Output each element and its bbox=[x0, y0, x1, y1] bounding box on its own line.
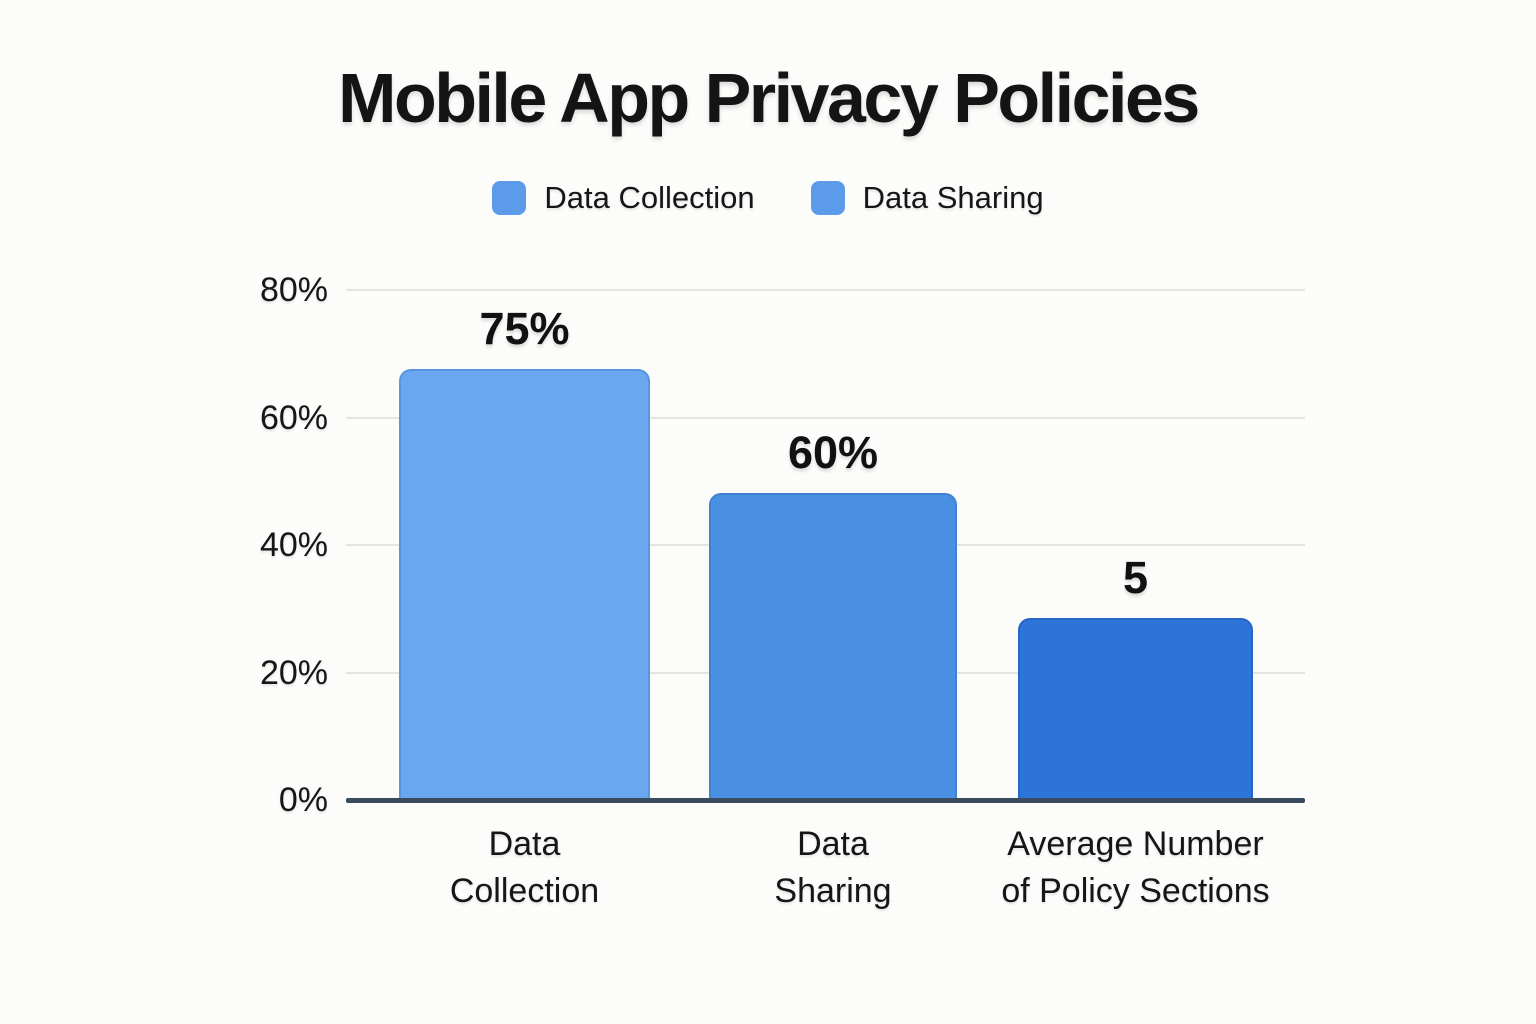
gridline-80 bbox=[346, 289, 1305, 291]
bar-value-label-0: 75% bbox=[479, 303, 570, 355]
x-category-label-line: Collection bbox=[449, 872, 600, 910]
x-category-label-0: Data Collection bbox=[325, 821, 725, 915]
legend-label: Data Collection bbox=[544, 180, 755, 215]
bar-value-label-1: 60% bbox=[787, 426, 879, 478]
x-category-label-line: Data bbox=[797, 825, 869, 863]
x-category-label-line: of Policy Sections bbox=[1001, 872, 1270, 910]
bar-value-label-2: 5 bbox=[1122, 552, 1149, 604]
y-tick-label-60: 60% bbox=[259, 398, 328, 437]
x-category-label-line: Average Number bbox=[1007, 825, 1264, 863]
y-tick-label-0: 0% bbox=[278, 781, 328, 819]
gridline-60 bbox=[346, 416, 1305, 419]
legend-swatch-icon bbox=[492, 181, 527, 215]
legend-label: Data Sharing bbox=[862, 180, 1044, 215]
legend-swatch-icon bbox=[810, 181, 845, 215]
x-category-label-2: Average Number of Policy Sections bbox=[936, 821, 1336, 915]
chart-title: Mobile App Privacy Policies bbox=[338, 59, 1200, 137]
bar-2 bbox=[1018, 618, 1253, 800]
x-category-label-line: Data bbox=[488, 825, 561, 863]
x-category-label-line: Sharing bbox=[774, 872, 892, 910]
y-tick-label-40: 40% bbox=[259, 526, 328, 564]
y-tick-label-80: 80% bbox=[259, 271, 328, 309]
bar-1 bbox=[709, 492, 957, 800]
bar-0 bbox=[399, 369, 650, 800]
legend-item-data-collection: Data Collection bbox=[492, 180, 755, 216]
y-tick-label-20: 20% bbox=[259, 653, 328, 692]
legend-item-data-sharing: Data Sharing bbox=[810, 180, 1044, 216]
x-category-label-1: Data Sharing bbox=[633, 821, 1033, 915]
chart-legend: Data Collection Data Sharing bbox=[0, 180, 1536, 216]
x-axis-baseline bbox=[346, 798, 1305, 803]
